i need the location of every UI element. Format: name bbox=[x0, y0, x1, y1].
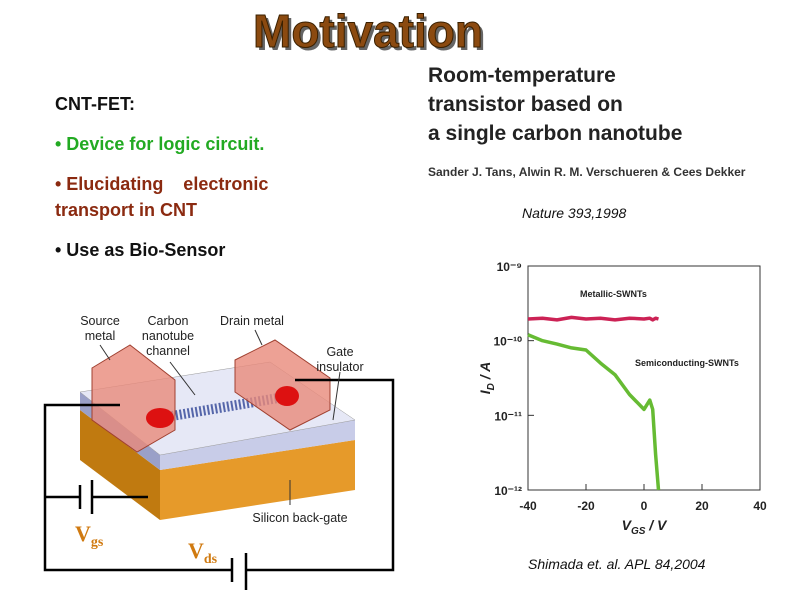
chart: ID / A VGS / V 10⁻¹² 10⁻¹¹ 10⁻¹⁰ 10⁻⁹ -40 -20… bbox=[477, 260, 767, 537]
label-sub: D bbox=[486, 383, 497, 390]
series-label: Metallic-SWNTs bbox=[580, 289, 647, 299]
device-diagram: Source metal Carbon nanotube channel Dra… bbox=[43, 314, 395, 590]
diagram-label: Silicon back-gate bbox=[252, 511, 347, 525]
contact bbox=[146, 408, 174, 428]
insulator-side bbox=[160, 420, 355, 470]
paper-title: Room-temperature bbox=[428, 64, 616, 87]
diagram-label: Drain metal bbox=[220, 314, 284, 328]
title: Motivation bbox=[253, 5, 483, 57]
x-tick-label: 0 bbox=[641, 499, 648, 513]
silicon-side bbox=[160, 440, 355, 520]
y-tick-label: 10⁻¹⁰ bbox=[494, 335, 523, 349]
diagram-label: Source bbox=[80, 314, 120, 328]
silicon-front bbox=[80, 410, 160, 520]
diagram-label: Gate bbox=[326, 345, 353, 359]
y-tick-label: 10⁻⁹ bbox=[497, 260, 522, 274]
diagram-label: nanotube bbox=[142, 329, 194, 343]
circuit bbox=[43, 378, 395, 590]
label-rest: / A bbox=[477, 362, 493, 383]
drain-metal bbox=[234, 339, 331, 431]
label-main: V bbox=[188, 538, 204, 563]
bullet: • Device for logic circuit. bbox=[55, 134, 264, 154]
label-main: V bbox=[622, 517, 633, 533]
label-sub: gs bbox=[91, 535, 104, 550]
x-tick-label: 40 bbox=[753, 499, 767, 513]
diagram-label: Carbon bbox=[148, 314, 189, 328]
paper-authors: Sander J. Tans, Alwin R. M. Verschueren … bbox=[428, 165, 746, 179]
citation: Shimada et. al. APL 84,2004 bbox=[528, 556, 706, 572]
series-line bbox=[527, 333, 661, 491]
paper-title: transistor based on bbox=[428, 93, 623, 116]
diagram-label: insulator bbox=[316, 360, 363, 374]
x-axis-label: VGS / V bbox=[622, 517, 668, 537]
label-main: I bbox=[477, 389, 493, 394]
paper-title: a single carbon nanotube bbox=[428, 122, 682, 145]
vds-label: Vds bbox=[188, 538, 218, 567]
label-sub: GS bbox=[631, 526, 646, 537]
diagram-label: metal bbox=[85, 329, 116, 343]
series-label: Semiconducting-SWNTs bbox=[635, 358, 739, 368]
label-main: V bbox=[75, 521, 91, 546]
label-rest: / V bbox=[645, 517, 668, 533]
callout-lines bbox=[99, 329, 341, 505]
label-sub: ds bbox=[204, 552, 218, 567]
title-shadow: Motivation bbox=[256, 8, 486, 60]
x-tick-label: -40 bbox=[519, 499, 537, 513]
diagram-label: channel bbox=[146, 344, 190, 358]
bullet-heading: CNT-FET: bbox=[55, 94, 135, 114]
bullet: transport in CNT bbox=[55, 200, 197, 220]
y-axis-label: ID / A bbox=[477, 362, 497, 394]
citation: Nature 393,1998 bbox=[522, 205, 627, 221]
bullet: • Elucidating electronic bbox=[55, 174, 268, 194]
bullet: • Use as Bio-Sensor bbox=[55, 240, 225, 260]
x-tick-label: 20 bbox=[695, 499, 709, 513]
vgs-label: Vgs bbox=[75, 521, 104, 550]
series-line bbox=[527, 315, 659, 322]
contact bbox=[275, 386, 299, 406]
y-tick-label: 10⁻¹¹ bbox=[494, 409, 522, 423]
plot-frame bbox=[527, 265, 761, 491]
x-tick-label: -20 bbox=[577, 499, 595, 513]
y-tick-label: 10⁻¹² bbox=[494, 484, 522, 498]
